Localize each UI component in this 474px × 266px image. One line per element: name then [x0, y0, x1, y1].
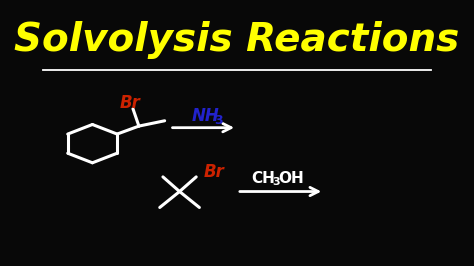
Text: 3: 3: [272, 177, 280, 187]
Text: NH: NH: [191, 107, 219, 125]
Text: Br: Br: [203, 163, 224, 181]
Text: 3: 3: [214, 114, 223, 127]
Text: Solvolysis Reactions: Solvolysis Reactions: [14, 21, 460, 59]
Text: Br: Br: [119, 94, 140, 112]
Text: OH: OH: [279, 171, 304, 186]
Text: CH: CH: [251, 171, 275, 186]
